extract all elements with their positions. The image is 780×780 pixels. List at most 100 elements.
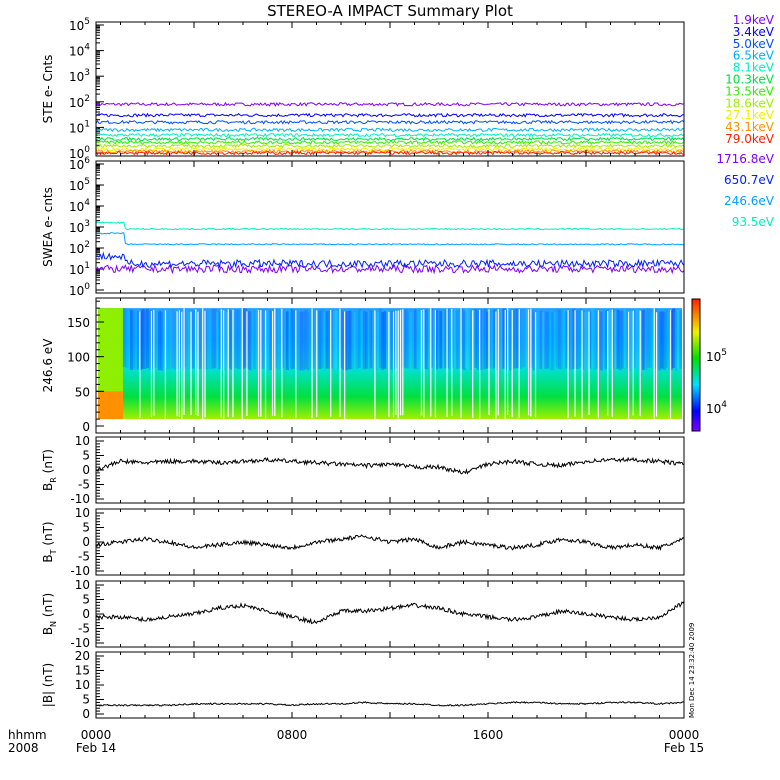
panel-frame <box>95 436 685 504</box>
y-tick-label: 5 <box>82 693 90 707</box>
spectrogram-column <box>260 310 264 369</box>
spectrogram-column <box>241 308 245 370</box>
spectrogram-column <box>330 309 334 369</box>
spectrogram-column <box>520 308 524 368</box>
series-line-bt <box>95 534 685 552</box>
spectrogram-column <box>511 310 515 370</box>
legend-entry: 79.0keV <box>725 132 775 146</box>
spectrogram-column <box>288 308 292 368</box>
spectrogram-column <box>413 309 417 369</box>
spectrogram-gap <box>446 308 448 418</box>
spectrogram-column <box>600 311 604 371</box>
series-line-5.0keV <box>95 119 685 125</box>
x-tick-label: 0000 <box>669 728 700 742</box>
spectrogram-column <box>425 309 429 370</box>
spectrogram-column <box>192 310 196 369</box>
spectrogram-gap <box>597 310 599 419</box>
spectrogram-gap <box>388 311 390 417</box>
spectrogram-column <box>325 311 329 369</box>
spectrogram-column <box>586 311 590 370</box>
spectrogram-column <box>269 310 273 370</box>
spectrogram-column <box>313 308 317 369</box>
spectrogram-column <box>143 309 147 370</box>
spectrogram-gap <box>495 311 497 419</box>
y-axis-label: SWEA e- cnts <box>41 187 55 267</box>
spectrogram-column <box>125 309 129 368</box>
spectrogram-column <box>439 311 443 369</box>
spectrogram-gap <box>223 310 225 419</box>
spectrogram-gap <box>197 311 199 416</box>
spectrogram-gap <box>153 309 155 416</box>
spectrogram-gap <box>420 310 423 416</box>
spectrogram-column <box>411 310 415 369</box>
spectrogram-column <box>262 308 266 369</box>
spectrogram-column <box>518 309 522 369</box>
spectrogram-column <box>276 311 280 370</box>
spectrogram-column <box>506 308 510 367</box>
spectrogram-column <box>202 308 206 370</box>
spectrogram-column <box>141 309 145 369</box>
spectrogram-column <box>544 311 548 369</box>
y-tick-label: 150 <box>67 316 90 330</box>
spectrogram-column <box>486 311 489 369</box>
spectrogram-column <box>271 311 275 369</box>
spectrogram-gap <box>518 309 520 418</box>
spectrogram-column <box>376 311 380 369</box>
spectrogram-column <box>302 311 306 371</box>
spectrogram-column <box>641 309 645 370</box>
spectrogram-column <box>665 308 669 368</box>
series-line-93.5eV <box>95 221 685 231</box>
spectrogram-gap <box>567 310 569 419</box>
y-tick-label: 102 <box>69 240 90 256</box>
series-line-br <box>95 456 685 475</box>
spectrogram-gap <box>504 309 506 419</box>
spectrogram-column <box>353 312 357 370</box>
spectrogram-column <box>257 309 261 369</box>
spectrogram-column <box>299 311 303 371</box>
spectrogram-gap <box>460 308 462 419</box>
spectrogram-column <box>402 309 406 368</box>
spectrogram-column <box>264 310 268 371</box>
series-line-8.1keV <box>95 132 685 138</box>
y-tick-label: -5 <box>78 622 90 636</box>
spectrogram-column <box>458 311 462 369</box>
spectrogram-gap <box>479 309 481 419</box>
spectrogram-early-high <box>98 391 123 420</box>
spectrogram-column <box>385 309 389 369</box>
spectrogram-column <box>628 311 631 371</box>
spectrogram-column <box>527 309 531 368</box>
spectrogram-gap <box>204 310 206 418</box>
y-tick-label: 0 <box>82 707 90 721</box>
spectrogram-column <box>488 309 492 368</box>
spectrogram-gap <box>451 308 453 416</box>
spectrogram-gap <box>506 308 509 415</box>
spectrogram-column <box>565 311 569 369</box>
spectrogram-gap <box>139 311 141 418</box>
y-tick-label: 102 <box>69 94 90 110</box>
spectrogram-column <box>623 309 627 369</box>
spectrogram-column <box>409 312 413 370</box>
spectrogram-column <box>218 311 222 370</box>
spectrogram-gap <box>497 309 499 416</box>
y-axis-label: 246.6 eV <box>41 338 55 393</box>
spectrogram-gap <box>402 309 404 416</box>
spectrogram-column <box>213 308 217 369</box>
spectrogram-column <box>539 310 543 369</box>
y-axis-label: BN (nT) <box>41 593 58 635</box>
spectrogram-column <box>220 309 224 370</box>
legend-entry: 246.6eV <box>724 194 775 208</box>
spectrogram-column <box>562 309 566 369</box>
spectrogram-column <box>455 310 459 370</box>
y-tick-label: 5 <box>82 593 90 607</box>
year-label: 2008 <box>8 741 39 755</box>
spectrogram-column <box>295 310 299 370</box>
y-tick-label: -10 <box>70 492 90 506</box>
legend-entry: 43.1keV <box>725 120 775 134</box>
spectrogram-column <box>525 308 529 368</box>
spectrogram-column <box>290 308 294 370</box>
x-tick-label: 0000 <box>81 728 112 742</box>
spectrogram-column <box>448 312 452 370</box>
panel-frame <box>95 580 685 648</box>
spectrogram-gap <box>344 311 346 419</box>
spectrogram-gap <box>488 309 490 415</box>
